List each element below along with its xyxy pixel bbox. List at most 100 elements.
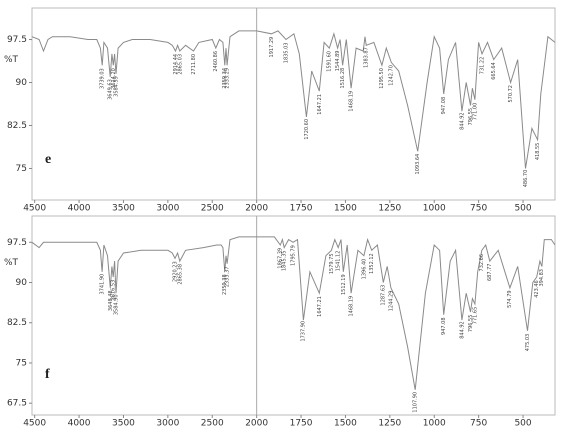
peak-label: 394.83 <box>539 269 545 287</box>
y-tick-label: 90 <box>16 278 28 288</box>
x-tick-label: 2500 <box>201 204 224 214</box>
peak-label: 844.92 <box>459 112 465 130</box>
y-tick-label: 67.5 <box>7 399 27 409</box>
x-tick-label: 3000 <box>156 204 179 214</box>
peak-label: 771.65 <box>472 307 478 325</box>
x-tick-label: 3000 <box>156 419 179 429</box>
peak-label: 1541.12 <box>336 251 342 272</box>
x-tick-label: 3500 <box>112 419 135 429</box>
peak-label: 1647.21 <box>317 94 323 115</box>
panel-label: f <box>45 367 50 382</box>
peak-label: 687.77 <box>487 264 493 282</box>
plot-frame <box>31 215 556 416</box>
peak-label: 1287.63 <box>381 285 387 306</box>
peak-label: 486.70 <box>523 170 529 188</box>
peak-label: 2359.34 <box>222 68 228 89</box>
x-tick-label: 1000 <box>423 419 446 429</box>
peak-label: 796.55 <box>468 108 474 126</box>
peak-label: 947.08 <box>441 317 447 335</box>
peak-label: 1737.90 <box>301 321 307 342</box>
peak-label: 3648.48 <box>108 290 114 311</box>
peak-label: 1647.21 <box>317 296 323 317</box>
peak-label: 1107.90 <box>413 392 419 413</box>
panel-label: e <box>45 152 51 167</box>
y-axis-label: %T <box>4 55 19 65</box>
peak-label: 1720.60 <box>304 119 310 140</box>
peak-label: 1093.64 <box>415 154 421 175</box>
x-tick-label: 750 <box>470 419 487 429</box>
peak-label: 1352.12 <box>369 253 375 274</box>
x-tick-label: 1000 <box>423 204 446 214</box>
x-tick-label: 1250 <box>378 204 401 214</box>
peak-label: 3616.53 <box>111 280 117 301</box>
peak-label: 1244.29 <box>388 291 394 312</box>
x-tick-label: 1500 <box>334 204 357 214</box>
peak-label: 2865.03 <box>177 54 183 75</box>
peak-label: 3584.59 <box>113 76 119 97</box>
peak-label: 947.08 <box>441 97 447 115</box>
peak-label: 1512.19 <box>341 274 347 295</box>
y-axis-label: %T <box>4 258 19 268</box>
peak-label: 423.46 <box>534 280 540 298</box>
peak-label: 1795.79 <box>290 245 296 266</box>
y-tick-label: 97.5 <box>7 35 27 45</box>
peak-label: 418.55 <box>535 143 541 161</box>
x-tick-label: 1500 <box>334 419 357 429</box>
peak-label: 1295.50 <box>379 68 385 89</box>
peak-label: 2460.86 <box>213 51 219 72</box>
peak-label: 3739.03 <box>100 68 106 89</box>
x-tick-label: 500 <box>514 204 531 214</box>
x-tick-label: 500 <box>514 419 531 429</box>
peak-label: 2333.37 <box>225 266 231 287</box>
peak-label: 844.92 <box>459 321 465 339</box>
x-tick-label: 2500 <box>201 419 224 429</box>
peak-label: 3584.90 <box>113 294 119 315</box>
peak-label: 2359.38 <box>222 274 228 295</box>
peak-label: 1242.70 <box>389 65 395 86</box>
x-tick-label: 3500 <box>112 204 135 214</box>
x-tick-label: 2000 <box>245 204 268 214</box>
peak-label: 574.79 <box>507 290 513 308</box>
x-tick-label: 4500 <box>23 419 46 429</box>
peak-label: 1917.29 <box>269 37 275 58</box>
peak-label: 1867.39 <box>278 248 284 269</box>
y-tick-label: 97.5 <box>7 238 27 248</box>
x-tick-label: 2000 <box>245 419 268 429</box>
peak-label: 1591.60 <box>327 51 333 72</box>
x-tick-label: 1750 <box>290 419 313 429</box>
peak-label: 3649.63 <box>108 79 114 100</box>
peak-label: 2711.80 <box>191 54 197 75</box>
peak-label: 570.72 <box>508 85 514 103</box>
peak-label: 1544.89 <box>335 51 341 72</box>
x-tick-label: 4000 <box>68 204 91 214</box>
spectrum-line <box>31 236 556 390</box>
x-tick-label: 4000 <box>68 419 91 429</box>
peak-label: 2914.44 <box>173 54 179 75</box>
x-tick-label: 750 <box>470 204 487 214</box>
y-tick-label: 82.5 <box>7 121 27 131</box>
peak-label: 3741.90 <box>99 274 105 295</box>
peak-label: 2333.29 <box>225 68 231 89</box>
peak-label: 1579.75 <box>329 253 335 274</box>
peak-label: 2920.23 <box>172 261 178 282</box>
y-tick-label: 82.5 <box>7 318 27 328</box>
spectrum-line <box>31 30 556 169</box>
peak-label: 1835.03 <box>283 43 289 64</box>
peak-label: 1396.40 <box>361 259 367 280</box>
x-tick-label: 4500 <box>23 204 46 214</box>
peak-label: 1516.28 <box>340 68 346 89</box>
y-tick-label: 75 <box>16 164 27 174</box>
y-tick-label: 90 <box>16 78 28 88</box>
peak-label: 1468.19 <box>349 91 355 112</box>
y-tick-label: 75 <box>16 358 27 368</box>
peak-label: 732.66 <box>479 254 485 272</box>
peak-label: 1383.87 <box>364 47 370 68</box>
peak-label: 731.22 <box>479 57 485 74</box>
peak-label: 475.03 <box>525 334 531 352</box>
plot-frame <box>31 7 556 201</box>
x-tick-label: 1750 <box>290 204 313 214</box>
peak-label: 771.00 <box>472 103 478 121</box>
peak-label: 796.55 <box>468 315 474 333</box>
peak-label: 3614.20 <box>111 68 117 89</box>
